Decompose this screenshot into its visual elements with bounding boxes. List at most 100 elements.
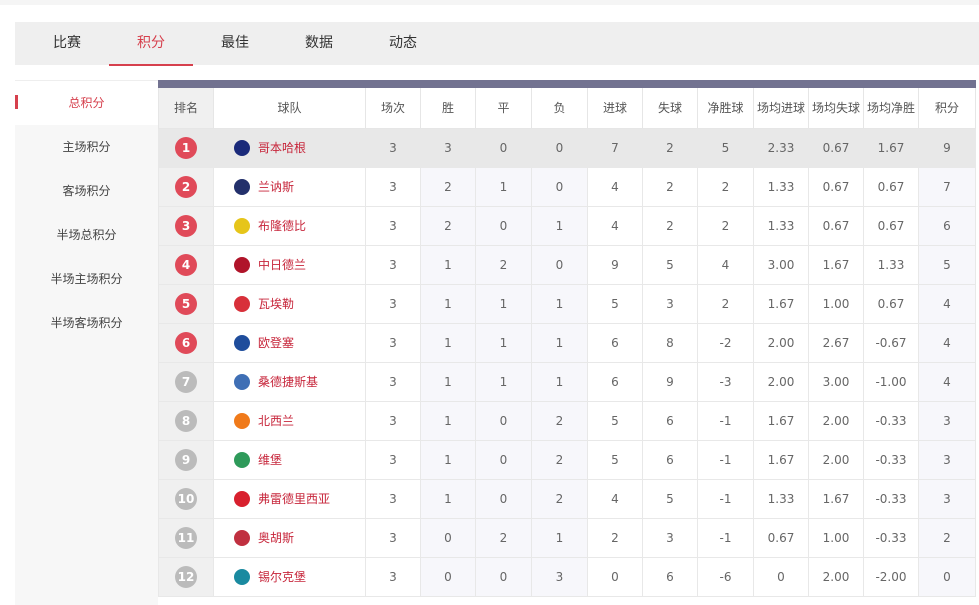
stat-cell: 3 — [365, 517, 421, 558]
tab-0[interactable]: 比赛 — [53, 35, 81, 51]
team-link[interactable]: 维堡 — [258, 453, 283, 467]
stat-cell: 0 — [587, 556, 643, 597]
rank-badge: 1 — [175, 136, 197, 159]
stat-cell: 3 — [365, 439, 421, 480]
stat-cell: 2 — [642, 166, 698, 207]
tab-2[interactable]: 最佳 — [221, 35, 249, 51]
team-link[interactable]: 兰讷斯 — [258, 180, 295, 194]
rank-badge: 7 — [175, 370, 197, 393]
stat-cell: 1.00 — [808, 283, 864, 324]
stat-cell: 3 — [918, 400, 976, 441]
stat-cell: 1.67 — [808, 244, 864, 285]
rank-cell: 6 — [158, 322, 214, 363]
team-cell: 北西兰 — [213, 400, 366, 441]
column-header: 进球 — [587, 80, 643, 129]
sidebar-item-0[interactable]: 总积分 — [15, 81, 158, 125]
stat-cell: 2.00 — [753, 361, 809, 402]
stat-cell: -6 — [697, 556, 754, 597]
stat-cell: -3 — [697, 361, 754, 402]
stat-cell: 2 — [642, 205, 698, 246]
team-link[interactable]: 桑德捷斯基 — [258, 375, 319, 389]
stat-cell: 4 — [587, 205, 643, 246]
stat-cell: 1 — [475, 283, 532, 324]
team-cell: 维堡 — [213, 439, 366, 480]
stat-cell: 3.00 — [808, 361, 864, 402]
stat-cell: -0.33 — [863, 517, 919, 558]
sidebar-item-5[interactable]: 半场客场积分 — [50, 316, 123, 330]
sidebar-item-1[interactable]: 主场积分 — [62, 140, 111, 154]
rank-cell: 12 — [158, 556, 214, 597]
team-link[interactable]: 中日德兰 — [258, 258, 307, 272]
table-row: 2 兰讷斯 3 2 1 0 4 2 2 1.33 0.67 0.67 7 — [158, 166, 976, 207]
stat-cell: 1 — [420, 322, 476, 363]
team-link[interactable]: 哥本哈根 — [258, 141, 307, 155]
stat-cell: 6 — [642, 400, 698, 441]
team-logo-icon — [234, 334, 250, 351]
stat-cell: 6 — [918, 205, 976, 246]
team-cell: 桑德捷斯基 — [213, 361, 366, 402]
table-row: 6 欧登塞 3 1 1 1 6 8 -2 2.00 2.67 -0.67 4 — [158, 322, 976, 363]
rank-badge: 9 — [175, 448, 197, 471]
team-link[interactable]: 弗雷德里西亚 — [258, 492, 331, 506]
team-link[interactable]: 奥胡斯 — [258, 531, 295, 545]
stat-cell: 1.67 — [808, 478, 864, 519]
stat-cell: 0 — [475, 556, 532, 597]
stat-cell: 2 — [587, 517, 643, 558]
stat-cell: 3 — [365, 322, 421, 363]
stat-cell: 0 — [475, 205, 532, 246]
stat-cell: 0 — [475, 400, 532, 441]
stat-cell: 3.00 — [753, 244, 809, 285]
table-row: 11 奥胡斯 3 0 2 1 2 3 -1 0.67 1.00 -0.33 2 — [158, 517, 976, 558]
team-logo-icon — [234, 295, 250, 312]
stat-cell: 8 — [642, 322, 698, 363]
stat-cell: -2 — [697, 322, 754, 363]
stat-cell: 6 — [587, 322, 643, 363]
column-header: 场均失球 — [808, 80, 864, 129]
team-link[interactable]: 北西兰 — [258, 414, 295, 428]
stat-cell: 3 — [365, 127, 421, 168]
tab-4[interactable]: 动态 — [389, 35, 417, 51]
team-link[interactable]: 瓦埃勒 — [258, 297, 295, 311]
rank-badge: 5 — [175, 292, 197, 315]
team-cell: 瓦埃勒 — [213, 283, 366, 324]
team-link[interactable]: 欧登塞 — [258, 336, 295, 350]
stat-cell: 5 — [642, 244, 698, 285]
team-link[interactable]: 锡尔克堡 — [258, 570, 307, 584]
stat-cell: 4 — [587, 166, 643, 207]
stat-cell: 0.67 — [808, 166, 864, 207]
stat-cell: 0.67 — [863, 166, 919, 207]
tab-1[interactable]: 积分 — [109, 22, 193, 66]
stat-cell: 0 — [531, 166, 588, 207]
stat-cell: 0.67 — [863, 283, 919, 324]
stat-cell: 1 — [420, 283, 476, 324]
stat-cell: 2 — [531, 400, 588, 441]
rank-cell: 10 — [158, 478, 214, 519]
team-cell: 奥胡斯 — [213, 517, 366, 558]
stat-cell: 6 — [642, 556, 698, 597]
stat-cell: 2 — [697, 166, 754, 207]
team-cell: 中日德兰 — [213, 244, 366, 285]
stat-cell: 1 — [531, 283, 588, 324]
stat-cell: 5 — [642, 478, 698, 519]
team-link[interactable]: 布隆德比 — [258, 219, 307, 233]
team-logo-icon — [234, 412, 250, 429]
stat-cell: 1 — [531, 322, 588, 363]
team-cell: 弗雷德里西亚 — [213, 478, 366, 519]
sidebar-item-4[interactable]: 半场主场积分 — [50, 272, 123, 286]
table-row: 8 北西兰 3 1 0 2 5 6 -1 1.67 2.00 -0.33 3 — [158, 400, 976, 441]
stat-cell: 0 — [753, 556, 809, 597]
stat-cell: 5 — [918, 244, 976, 285]
stat-cell: 4 — [918, 361, 976, 402]
stat-cell: -2.00 — [863, 556, 919, 597]
stat-cell: 0 — [475, 127, 532, 168]
stat-cell: -0.33 — [863, 439, 919, 480]
stat-cell: 7 — [587, 127, 643, 168]
rank-cell: 8 — [158, 400, 214, 441]
stat-cell: 5 — [587, 283, 643, 324]
stat-cell: 4 — [587, 478, 643, 519]
sidebar-item-3[interactable]: 半场总积分 — [56, 228, 117, 242]
sidebar-item-2[interactable]: 客场积分 — [62, 184, 111, 198]
stat-cell: 1.67 — [753, 439, 809, 480]
tab-3[interactable]: 数据 — [305, 35, 333, 51]
stat-cell: 1.67 — [753, 400, 809, 441]
